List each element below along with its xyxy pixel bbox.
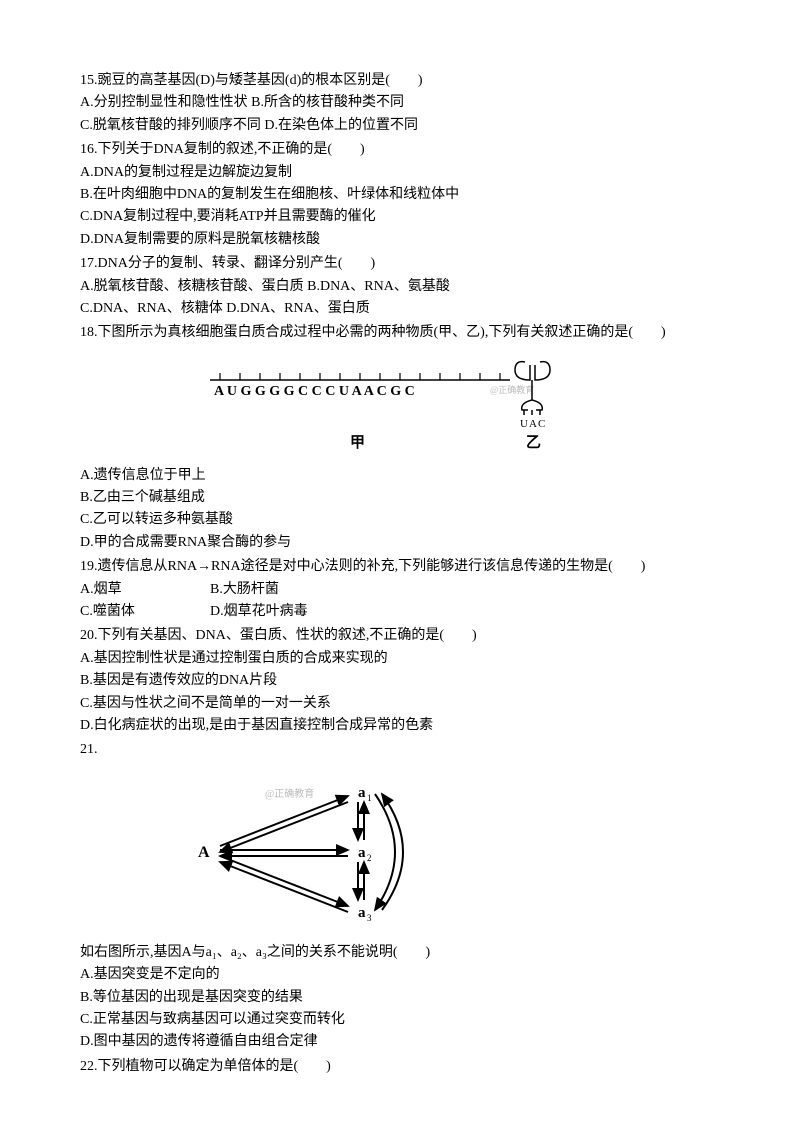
- option-c: C.DNA、RNA、核糖体: [80, 301, 223, 316]
- svg-text:3: 3: [367, 913, 372, 923]
- option-d: D.图中基因的遗传将遵循自由组合定律: [80, 1031, 720, 1053]
- question-17: 17.DNA分子的复制、转录、翻译分别产生( ) A.脱氧核苷酸、核糖核苷酸、蛋…: [80, 253, 720, 320]
- question-text: 16.下列关于DNA复制的叙述,不正确的是( ): [80, 139, 720, 161]
- option-b: B.DNA、RNA、氨基酸: [307, 279, 450, 294]
- options-row: C.脱氧核苷酸的排列顺序不同 D.在染色体上的位置不同: [80, 115, 720, 137]
- question-text: 18.下图所示为真核细胞蛋白质合成过程中必需的两种物质(甲、乙),下列有关叙述正…: [80, 322, 720, 344]
- option-a: A.遗传信息位于甲上: [80, 465, 720, 487]
- option-d: D.DNA复制需要的原料是脱氧核糖核酸: [80, 229, 720, 251]
- option-c: C.DNA复制过程中,要消耗ATP并且需要酶的催化: [80, 206, 720, 228]
- figure-gene-mutation: @正确教育 A a 1 a 2 a 3: [180, 772, 720, 932]
- node-a3: a: [358, 905, 366, 921]
- question-22: 22.下列植物可以确定为单倍体的是( ): [80, 1056, 720, 1078]
- figure-mrna-trna: A U G G G G C C C U A A C G C @正确教育 U A …: [80, 355, 720, 455]
- question-text: 21.: [80, 739, 720, 761]
- option-a: A.烟草: [80, 579, 210, 601]
- option-c: C.噬菌体: [80, 601, 210, 623]
- option-c: C.乙可以转运多种氨基酸: [80, 509, 720, 531]
- option-c: C.基因与性状之间不是简单的一对一关系: [80, 693, 720, 715]
- question-text: 22.下列植物可以确定为单倍体的是( ): [80, 1056, 720, 1078]
- options-row: A.烟草B.大肠杆菌: [80, 579, 720, 601]
- label-jia: 甲: [350, 434, 365, 451]
- options-row: C.DNA、RNA、核糖体 D.DNA、RNA、蛋白质: [80, 298, 720, 320]
- question-text: 19.遗传信息从RNA→RNA途径是对中心法则的补充,下列能够进行该信息传递的生…: [80, 556, 720, 578]
- option-b: B.在叶肉细胞中DNA的复制发生在细胞核、叶绿体和线粒体中: [80, 184, 720, 206]
- anticodon-u: U: [520, 418, 528, 430]
- question-18: 18.下图所示为真核细胞蛋白质合成过程中必需的两种物质(甲、乙),下列有关叙述正…: [80, 322, 720, 554]
- watermark: @正确教育: [490, 384, 534, 395]
- node-a1: a: [358, 785, 366, 801]
- option-b: B.大肠杆菌: [210, 582, 279, 597]
- option-d: D.烟草花叶病毒: [210, 604, 308, 619]
- option-d: D.甲的合成需要RNA聚合酶的参与: [80, 532, 720, 554]
- question-text: 15.豌豆的高茎基因(D)与矮茎基因(d)的根本区别是( ): [80, 70, 720, 92]
- options-row: A.分别控制显性和隐性性状 B.所含的核苷酸种类不同: [80, 92, 720, 114]
- options-row: A.脱氧核苷酸、核糖核苷酸、蛋白质 B.DNA、RNA、氨基酸: [80, 276, 720, 298]
- option-a: A.基因控制性状是通过控制蛋白质的合成来实现的: [80, 648, 720, 670]
- question-stem: 如右图所示,基因A与a₁、a₂、a₃之间的关系不能说明( ): [80, 942, 720, 964]
- question-16: 16.下列关于DNA复制的叙述,不正确的是( ) A.DNA的复制过程是边解旋边…: [80, 139, 720, 251]
- label-yi: 乙: [526, 435, 541, 451]
- question-19: 19.遗传信息从RNA→RNA途径是对中心法则的补充,下列能够进行该信息传递的生…: [80, 556, 720, 623]
- node-a2: a: [358, 845, 366, 861]
- option-b: B.基因是有遗传效应的DNA片段: [80, 670, 720, 692]
- option-a: A.基因突变是不定向的: [80, 964, 720, 986]
- svg-text:2: 2: [367, 853, 372, 863]
- option-b: B.所含的核苷酸种类不同: [251, 95, 404, 110]
- options-row: C.噬菌体D.烟草花叶病毒: [80, 601, 720, 623]
- option-a: A.分别控制显性和隐性性状: [80, 95, 248, 110]
- watermark: @正确教育: [265, 787, 314, 800]
- node-A: A: [198, 844, 210, 861]
- question-20: 20.下列有关基因、DNA、蛋白质、性状的叙述,不正确的是( ) A.基因控制性…: [80, 625, 720, 737]
- question-15: 15.豌豆的高茎基因(D)与矮茎基因(d)的根本区别是( ) A.分别控制显性和…: [80, 70, 720, 137]
- option-a: A.DNA的复制过程是边解旋边复制: [80, 162, 720, 184]
- sequence-text: A U G G G G C C C U A A C G C: [214, 384, 415, 399]
- option-c: C.脱氧核苷酸的排列顺序不同: [80, 118, 261, 133]
- option-d: D.在染色体上的位置不同: [264, 118, 418, 133]
- option-c: C.正常基因与致病基因可以通过突变而转化: [80, 1009, 720, 1031]
- anticodon-c: C: [538, 418, 545, 430]
- option-a: A.脱氧核苷酸、核糖核苷酸、蛋白质: [80, 279, 304, 294]
- question-text: 20.下列有关基因、DNA、蛋白质、性状的叙述,不正确的是( ): [80, 625, 720, 647]
- gene-mutation-diagram: @正确教育 A a 1 a 2 a 3: [180, 772, 440, 932]
- option-d: D.DNA、RNA、蛋白质: [226, 301, 370, 316]
- question-text: 17.DNA分子的复制、转录、翻译分别产生( ): [80, 253, 720, 275]
- mrna-trna-diagram: A U G G G G C C C U A A C G C @正确教育 U A …: [200, 355, 600, 455]
- question-21: 21. @正确教育 A a 1 a 2 a 3: [80, 739, 720, 1053]
- option-b: B.乙由三个碱基组成: [80, 487, 720, 509]
- anticodon-a: A: [529, 418, 537, 430]
- option-d: D.白化病症状的出现,是由于基因直接控制合成异常的色素: [80, 715, 720, 737]
- svg-text:1: 1: [367, 793, 372, 803]
- option-b: B.等位基因的出现是基因突变的结果: [80, 987, 720, 1009]
